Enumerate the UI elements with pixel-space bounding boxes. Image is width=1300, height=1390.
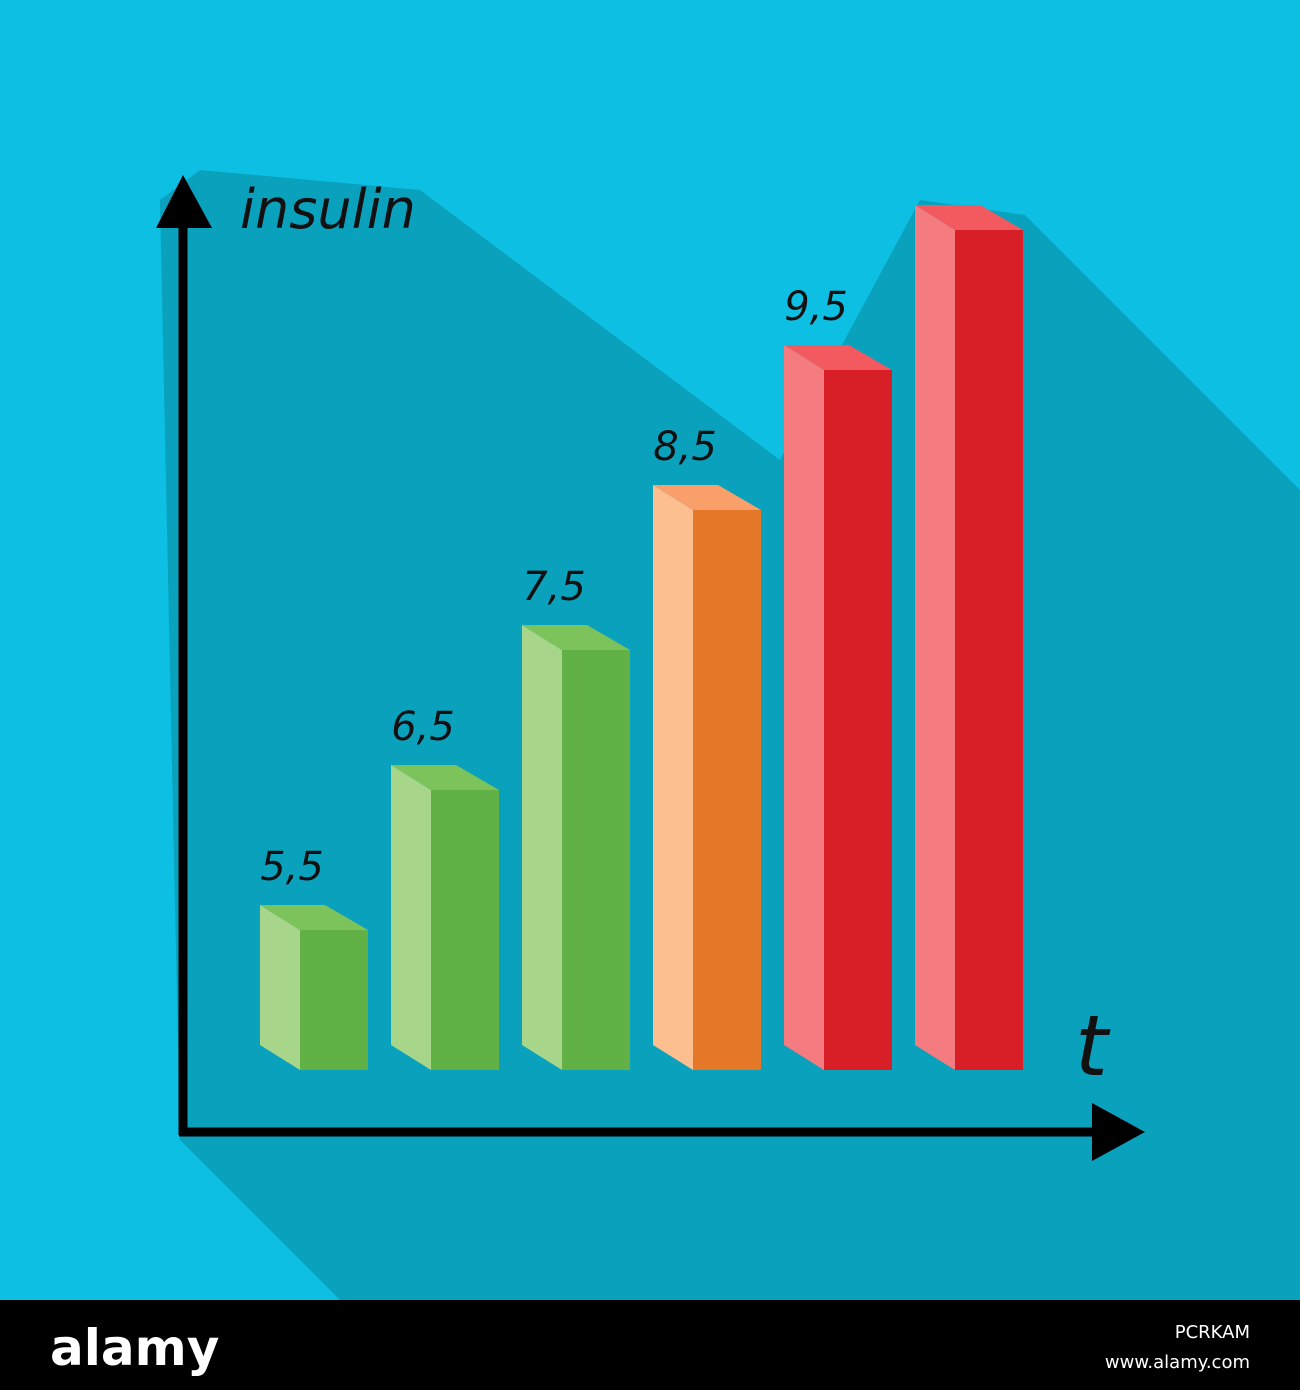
value-label: 9,5 bbox=[784, 284, 848, 330]
bar-side bbox=[522, 625, 562, 1070]
brand: alamy bbox=[50, 1319, 219, 1377]
bar bbox=[431, 790, 499, 1070]
x-axis-arrow bbox=[1092, 1103, 1145, 1161]
x-axis-label: t bbox=[1075, 997, 1111, 1095]
y-axis-label: insulin bbox=[240, 178, 416, 241]
bar bbox=[824, 370, 892, 1070]
bar-side bbox=[784, 345, 824, 1070]
value-label: 6,5 bbox=[391, 704, 455, 750]
url: www.alamy.com bbox=[1105, 1352, 1250, 1373]
bar-side bbox=[915, 205, 955, 1070]
bar-top bbox=[653, 485, 761, 510]
value-label: 5,5 bbox=[260, 844, 324, 890]
bar-top bbox=[784, 345, 892, 370]
bar bbox=[693, 510, 761, 1070]
bar-side bbox=[391, 765, 431, 1070]
y-axis-arrow bbox=[156, 175, 212, 228]
bar-side bbox=[653, 485, 693, 1070]
footer bbox=[0, 1300, 1300, 1390]
bar bbox=[300, 930, 368, 1070]
bar bbox=[955, 230, 1023, 1070]
value-label: 8,5 bbox=[653, 424, 717, 470]
bar-side bbox=[260, 905, 300, 1070]
bars: 5,5 6,5 7,5 8,5 9,5 bbox=[260, 205, 1023, 1070]
bar bbox=[562, 650, 630, 1070]
bar-top bbox=[391, 765, 499, 790]
bar-top bbox=[915, 205, 1023, 230]
bar-top bbox=[260, 905, 368, 930]
image-id: PCRKAM bbox=[1175, 1322, 1250, 1343]
value-label: 7,5 bbox=[522, 564, 586, 610]
bar-top bbox=[522, 625, 630, 650]
